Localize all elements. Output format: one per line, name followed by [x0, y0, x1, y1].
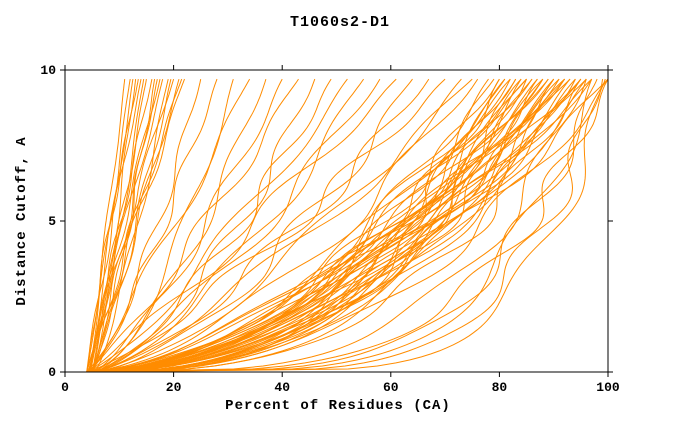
- model-curve: [89, 78, 527, 373]
- model-curve: [86, 78, 251, 373]
- model-curve: [92, 79, 604, 373]
- model-curve: [92, 78, 609, 373]
- model-curve: [92, 78, 582, 373]
- model-curve: [91, 78, 180, 373]
- model-curve: [87, 78, 161, 373]
- model-curve: [89, 78, 587, 373]
- model-curve: [86, 78, 598, 373]
- model-curve: [91, 79, 158, 373]
- model-curve: [86, 78, 527, 373]
- model-curve: [86, 78, 446, 373]
- model-curve: [86, 78, 560, 373]
- x-axis-label: Percent of Residues (CA): [225, 398, 451, 414]
- model-curve: [89, 78, 413, 373]
- model-curve: [86, 78, 348, 373]
- model-curve: [89, 78, 316, 373]
- model-curve: [92, 78, 593, 373]
- model-curve: [89, 78, 462, 373]
- model-curve: [86, 79, 142, 373]
- chart-title: T1060s2-D1: [289, 14, 390, 31]
- model-curve: [86, 78, 609, 373]
- model-curve: [92, 78, 473, 373]
- model-curve: [97, 78, 587, 373]
- model-curve: [91, 78, 172, 373]
- x-tick-label: 80: [492, 380, 508, 395]
- model-curve: [87, 78, 544, 373]
- model-curve: [86, 78, 299, 373]
- model-curve: [86, 79, 202, 373]
- model-curve: [89, 78, 565, 373]
- model-curve: [94, 78, 566, 373]
- model-curve: [90, 79, 156, 373]
- model-curve: [92, 78, 234, 373]
- model-curve: [89, 78, 549, 373]
- model-curve: [92, 78, 555, 373]
- y-tick-label: 0: [48, 365, 56, 380]
- x-tick-label: 20: [166, 380, 182, 395]
- x-tick-label: 40: [274, 380, 290, 395]
- model-curve: [86, 78, 565, 373]
- model-curve: [92, 78, 332, 373]
- x-tick-label: 100: [596, 380, 620, 395]
- model-curve: [89, 78, 365, 373]
- model-curve: [86, 78, 609, 373]
- model-curve: [89, 78, 517, 373]
- model-curve: [88, 79, 153, 373]
- model-curve: [92, 78, 593, 373]
- model-curve: [86, 78, 593, 373]
- model-curve: [91, 79, 147, 373]
- model-curve: [92, 79, 145, 373]
- model-curve: [91, 78, 283, 373]
- model-curve: [86, 78, 522, 373]
- model-curve: [86, 79, 126, 373]
- model-curve: [92, 78, 381, 373]
- y-tick-label: 10: [40, 63, 56, 78]
- model-curve: [92, 78, 500, 373]
- x-tick-label: 60: [383, 380, 399, 395]
- model-curve: [90, 78, 183, 373]
- model-curve: [86, 78, 606, 373]
- model-curve: [86, 78, 500, 373]
- model-curve: [86, 78, 397, 373]
- x-tick-label: 0: [61, 380, 69, 395]
- model-curve: [94, 78, 538, 373]
- model-curve: [86, 78, 544, 373]
- model-curve: [89, 78, 218, 373]
- model-curve: [92, 78, 571, 373]
- model-curve: [92, 78, 533, 373]
- model-curve: [86, 78, 164, 373]
- y-tick-label: 5: [48, 214, 56, 229]
- model-curve: [94, 78, 549, 373]
- model-curve: [94, 78, 587, 373]
